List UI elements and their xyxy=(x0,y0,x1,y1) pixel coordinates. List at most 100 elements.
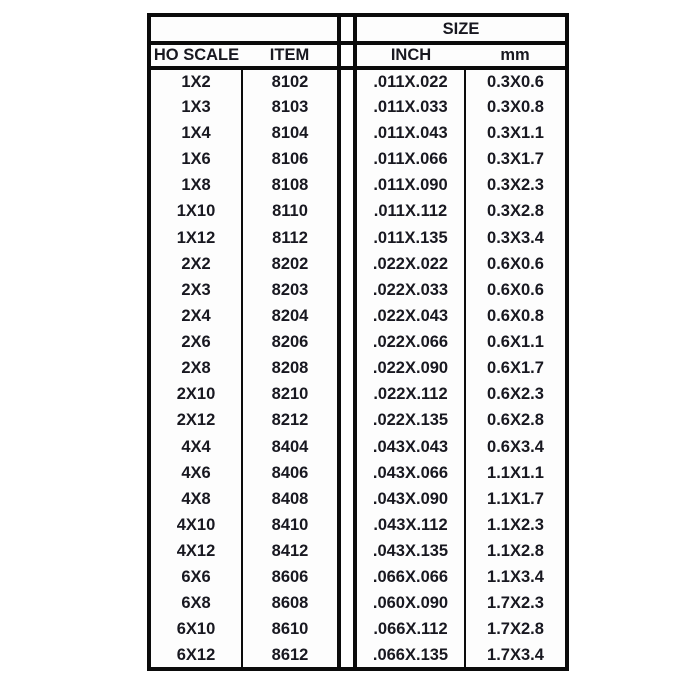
table-row: 6X10 8610 .066X.112 1.7X2.8 xyxy=(149,616,567,643)
ho-scale-cell: 2X4 xyxy=(149,303,243,330)
ho-scale-cell: 1X8 xyxy=(149,172,243,199)
mm-cell: 0.3X2.3 xyxy=(487,176,544,195)
spacer-column xyxy=(337,68,357,95)
mm-cell: 0.3X2.8 xyxy=(487,202,544,221)
spacer-column xyxy=(337,277,357,304)
item-cell: 8404 xyxy=(271,437,309,456)
ho-scale-cell: 4X12 xyxy=(149,538,243,565)
inch-cell: .011X.112 xyxy=(355,198,466,225)
item-cell: 8106 xyxy=(271,150,309,169)
ho-scale-cell: 4X4 xyxy=(149,433,243,460)
item-cell: 8202 xyxy=(271,254,309,273)
table-row: 1X10 8110 .011X.112 0.3X2.8 xyxy=(149,198,567,225)
spacer-column xyxy=(337,224,357,251)
item-cell: 8112 xyxy=(272,228,308,247)
ho-scale-cell: 6X8 xyxy=(149,590,243,617)
spacer-column xyxy=(337,120,357,147)
ho-scale-cell: 1X6 xyxy=(149,146,243,173)
header-row-size: SIZE xyxy=(149,15,567,45)
table-row: 1X8 8108 .011X.090 0.3X2.3 xyxy=(149,172,567,199)
inch-cell: .011X.066 xyxy=(355,146,466,173)
inch-cell: .043X.090 xyxy=(355,486,466,513)
item-cell: 8608 xyxy=(271,594,309,613)
item-cell: 8612 xyxy=(271,645,309,664)
ho-scale-cell: 1X4 xyxy=(149,120,243,147)
item-cell: 8412 xyxy=(271,542,309,561)
inch-cell: .022X.112 xyxy=(355,381,466,408)
table-row: 2X2 8202 .022X.022 0.6X0.6 xyxy=(149,250,567,277)
inch-cell: .011X.043 xyxy=(355,120,466,147)
mm-cell: 1.7X2.8 xyxy=(487,620,544,639)
col-header-inch: INCH xyxy=(355,43,465,70)
mm-cell: 1.1X3.4 xyxy=(487,568,544,587)
item-cell: 8212 xyxy=(271,411,309,430)
mm-cell: 0.6X3.4 xyxy=(487,437,544,456)
table-row: 1X12 8112 .011X.135 0.3X3.4 xyxy=(149,224,567,251)
item-cell: 8210 xyxy=(271,385,309,404)
ho-scale-cell: 2X6 xyxy=(149,329,243,356)
table-row: 4X10 8410 .043X.112 1.1X2.3 xyxy=(149,512,567,539)
mm-cell: 1.7X2.3 xyxy=(487,594,544,613)
inch-cell: .066X.112 xyxy=(355,616,466,643)
spacer-column xyxy=(337,616,357,643)
spec-table-body: 1X2 8102 .011X.022 0.3X0.6 1X3 8103 .011… xyxy=(149,68,567,669)
mm-cell: 0.6X2.3 xyxy=(487,385,544,404)
inch-cell: .022X.033 xyxy=(355,277,466,304)
inch-cell: .043X.066 xyxy=(355,459,466,486)
table-row: 6X6 8606 .066X.066 1.1X3.4 xyxy=(149,564,567,591)
table-row: 2X12 8212 .022X.135 0.6X2.8 xyxy=(149,407,567,434)
col-header-ho-scale: HO SCALE xyxy=(149,43,242,70)
mm-cell: 0.6X0.6 xyxy=(487,280,544,299)
item-cell: 8102 xyxy=(271,72,309,91)
table-row: 2X10 8210 .022X.112 0.6X2.3 xyxy=(149,381,567,408)
spacer-column xyxy=(337,407,357,434)
ho-scale-cell: 1X12 xyxy=(149,224,243,251)
item-cell: 8203 xyxy=(271,280,309,299)
inch-cell: .066X.066 xyxy=(355,564,466,591)
spacer-column xyxy=(337,198,357,225)
table-row: 1X6 8106 .011X.066 0.3X1.7 xyxy=(149,146,567,173)
spacer-column xyxy=(337,172,357,199)
spacer-column xyxy=(337,433,357,460)
inch-cell: .022X.066 xyxy=(355,329,466,356)
item-cell: 8104 xyxy=(271,124,309,143)
ho-scale-cell: 2X12 xyxy=(149,407,243,434)
inch-cell: .011X.033 xyxy=(355,94,466,121)
mm-cell: 1.1X1.7 xyxy=(487,489,544,508)
spacer-column xyxy=(337,512,357,539)
item-cell: 8208 xyxy=(271,359,309,378)
inch-cell: .022X.022 xyxy=(355,250,466,277)
mm-cell: 0.6X0.8 xyxy=(487,306,544,325)
ho-scale-cell: 2X2 xyxy=(149,250,243,277)
item-cell: 8206 xyxy=(271,333,309,352)
item-cell: 8103 xyxy=(271,97,309,116)
ho-scale-cell: 6X6 xyxy=(149,564,243,591)
spacer-column xyxy=(337,94,357,121)
mm-cell: 0.6X1.7 xyxy=(487,359,544,378)
mm-cell: 0.3X3.4 xyxy=(487,228,544,247)
table-row: 4X12 8412 .043X.135 1.1X2.8 xyxy=(149,538,567,565)
spacer-column xyxy=(337,146,357,173)
inch-cell: .043X.112 xyxy=(355,512,466,539)
item-cell: 8606 xyxy=(271,568,309,587)
ho-scale-cell: 4X10 xyxy=(149,512,243,539)
mm-cell: 1.1X2.8 xyxy=(487,542,544,561)
mm-cell: 0.3X0.8 xyxy=(487,97,544,116)
inch-cell: .022X.043 xyxy=(355,303,466,330)
ho-scale-cell: 6X10 xyxy=(149,616,243,643)
spacer-column xyxy=(337,329,357,356)
col-header-item: ITEM xyxy=(242,43,339,70)
spacer-column xyxy=(337,459,357,486)
table-row: 1X3 8103 .011X.033 0.3X0.8 xyxy=(149,94,567,121)
spacer-column xyxy=(337,590,357,617)
inch-cell: .011X.090 xyxy=(355,172,466,199)
item-cell: 8408 xyxy=(271,489,309,508)
inch-cell: .060X.090 xyxy=(355,590,466,617)
mm-cell: 0.3X0.6 xyxy=(487,72,544,91)
spacer-column xyxy=(337,43,357,70)
inch-cell: .011X.022 xyxy=(355,68,466,95)
ho-scale-cell: 6X12 xyxy=(149,642,243,669)
spacer-column xyxy=(337,15,357,45)
spacer-column xyxy=(337,381,357,408)
